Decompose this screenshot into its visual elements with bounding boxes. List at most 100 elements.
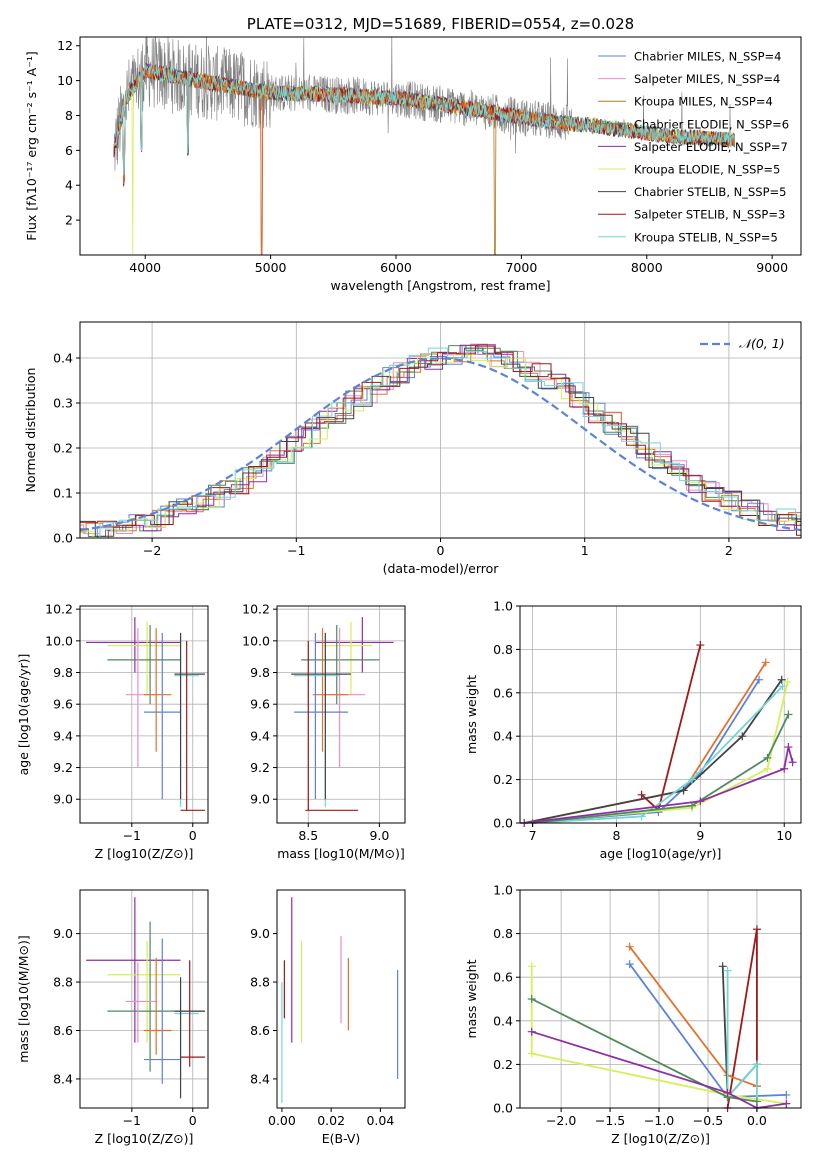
series-salpeter-elodie (520, 743, 797, 827)
x-axis-label: E(B-V) (322, 1131, 361, 1146)
legend-label: Salpeter MILES, N_SSP=4 (634, 72, 780, 86)
errorbar-point (305, 640, 359, 811)
series-marker (761, 658, 770, 667)
y-tick-label: 0.3 (53, 396, 73, 411)
y-tick-label: 8.4 (250, 1071, 270, 1086)
y-tick-label: 0.4 (53, 351, 73, 366)
errorbar-point (180, 640, 205, 811)
x-axis-label: age [log10(age/yr)] (600, 846, 722, 861)
x-tick-label: 0.00 (268, 1113, 296, 1128)
legend: Chabrier MILES, N_SSP=4 Salpeter MILES, N… (598, 50, 789, 244)
y-tick-label: 9.0 (53, 926, 73, 941)
series-marker (784, 710, 793, 719)
x-tick-label: 8000 (631, 260, 663, 275)
plot-area-age-vs-mass (291, 617, 394, 811)
plot-area-mass-vs-EBV (281, 897, 399, 1104)
panel-spectrum: Chabrier MILES, N_SSP=4 Salpeter MILES, N… (24, 15, 802, 293)
y-tick-label: 0.1 (53, 486, 73, 501)
y-tick-label: 10 (57, 73, 73, 88)
y-tick-label: 6 (65, 143, 73, 158)
legend-label: Salpeter ELODIE, N_SSP=7 (634, 140, 788, 154)
axes-frame (276, 605, 406, 824)
y-tick-label: 0.8 (493, 642, 513, 657)
y-axis-label: mass weight (464, 675, 479, 754)
series-orange (520, 658, 770, 827)
errorbar-point (86, 617, 181, 673)
series-line (524, 681, 789, 824)
series-marker (755, 675, 764, 684)
series-kroupa-elodie (520, 677, 792, 827)
panel-mass-vs-Z: −1 0 8.4 8.6 8.8 9.0 Z [log10(Z/Z⊙)] mass [log1… (16, 889, 209, 1146)
x-axis-label: Z [log10(Z/Z⊙)] (95, 1131, 194, 1146)
series-line (532, 714, 790, 824)
y-tick-label: 0.8 (493, 926, 513, 941)
series-marker (752, 925, 761, 934)
legend-label: 𝒩(0, 1) (739, 336, 785, 351)
y-axis-label: Flux [fλ10⁻¹⁷ erg cm⁻² s⁻¹ A⁻¹] (24, 51, 39, 240)
errorbar-point (144, 628, 172, 752)
histogram-chabrier-stelib (80, 347, 801, 537)
y-tick-label: 8.6 (53, 1023, 73, 1038)
x-tick-label: 7 (529, 828, 537, 843)
chart-title: PLATE=0312, MJD=51689, FIBERID=0554, z=0… (247, 15, 634, 33)
plot-area-mass-weight-vs-age (520, 641, 797, 827)
y-tick-label: 0.4 (493, 729, 513, 744)
series-marker (738, 732, 747, 741)
series-marker (696, 641, 705, 650)
errorbar-point (315, 617, 394, 673)
model-line-kroupa-elodie (113, 63, 735, 255)
x-tick-label: 0 (189, 1113, 197, 1128)
y-tick-label: 9.8 (53, 665, 73, 680)
x-tick-label: 1 (581, 543, 589, 558)
x-axis-label: (data-model)/error (383, 561, 500, 576)
x-tick-label: −0.5 (693, 1113, 723, 1128)
x-tick-label: 4000 (129, 260, 161, 275)
y-axis-label: mass [log10(M/M⊙)] (16, 935, 31, 1063)
errorbar-point (294, 632, 340, 808)
model-line-orange (113, 64, 735, 255)
histogram-salpeter-miles (80, 351, 801, 535)
errorbar-point (107, 940, 181, 1043)
axes-frame (276, 889, 406, 1109)
series-marker (763, 753, 772, 762)
y-axis-label: Normed distribution (23, 368, 38, 493)
x-tick-label: 0 (437, 543, 445, 558)
series-marker (625, 942, 634, 951)
y-tick-label: 9.0 (53, 792, 73, 807)
series-line (726, 970, 758, 1108)
errorbar-point (180, 960, 205, 1067)
y-tick-label: 10.0 (242, 633, 270, 648)
histogram-kroupa-stelib (99, 347, 801, 538)
y-tick-label: 10.2 (242, 602, 270, 617)
x-tick-label: −1 (287, 543, 305, 558)
series-marker (782, 1090, 791, 1099)
y-tick-label: 9.8 (250, 665, 270, 680)
errorbar-point (107, 621, 181, 695)
y-tick-label: 12 (57, 38, 73, 53)
plot-area-age-vs-Z (86, 617, 205, 811)
legend-label: Chabrier ELODIE, N_SSP=6 (634, 117, 789, 131)
axes-frame (79, 605, 209, 824)
plot-area-mass-weight-vs-Z (527, 925, 791, 1112)
y-tick-label: 9.2 (53, 760, 73, 775)
spectrum-lines (113, 37, 735, 255)
axes-frame (519, 889, 802, 1109)
histograms (80, 343, 801, 538)
series-marker (782, 1099, 791, 1108)
y-tick-label: 8 (65, 108, 73, 123)
y-tick-label: 0.0 (493, 1101, 513, 1116)
x-tick-label: −2.0 (546, 1113, 576, 1128)
series-kroupa-stelib (723, 966, 761, 1112)
y-tick-label: 0.2 (493, 1057, 513, 1072)
legend-label: Salpeter STELIB, N_SSP=3 (634, 208, 785, 222)
y-tick-label: 9.6 (53, 697, 73, 712)
series-line (524, 679, 760, 824)
y-axis-label: mass weight (464, 959, 479, 1038)
y-tick-label: 2 (65, 213, 73, 228)
y-tick-label: 4 (65, 178, 73, 193)
legend-label: Chabrier MILES, N_SSP=4 (634, 50, 781, 64)
series-marker (637, 812, 646, 821)
panel-mass-weight-vs-Z: −2.0 −1.5 −1.0 −0.5 0.0 0.0 0.2 0.4 0.6 0.8 1.0 Z [… (464, 883, 802, 1146)
x-tick-label: −1 (123, 828, 141, 843)
errorbar-point (144, 632, 181, 800)
